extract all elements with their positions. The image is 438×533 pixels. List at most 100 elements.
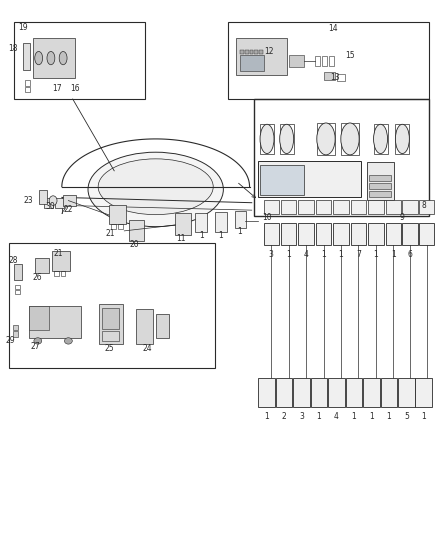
Bar xyxy=(228,22,428,99)
Bar xyxy=(258,161,361,197)
Bar xyxy=(351,223,366,245)
Bar xyxy=(35,258,49,273)
Ellipse shape xyxy=(47,52,55,64)
Bar xyxy=(52,251,70,271)
Bar xyxy=(328,378,345,407)
Bar xyxy=(175,213,191,235)
Bar xyxy=(398,378,415,407)
Text: 4: 4 xyxy=(334,413,339,422)
Text: 26: 26 xyxy=(33,273,42,281)
Bar xyxy=(215,212,227,232)
Bar xyxy=(25,80,30,86)
Bar xyxy=(280,124,293,154)
Text: 1: 1 xyxy=(321,251,326,260)
Bar xyxy=(39,190,47,204)
Text: 3: 3 xyxy=(269,251,274,260)
Ellipse shape xyxy=(64,338,72,344)
Text: 1: 1 xyxy=(264,413,269,422)
Bar xyxy=(111,224,116,229)
Ellipse shape xyxy=(35,52,42,64)
Bar xyxy=(341,123,359,155)
Bar xyxy=(369,175,391,181)
Text: 18: 18 xyxy=(8,44,17,53)
Bar xyxy=(351,199,366,214)
Text: 15: 15 xyxy=(345,52,355,60)
Ellipse shape xyxy=(49,196,57,205)
Text: 4: 4 xyxy=(304,251,308,260)
Bar xyxy=(374,124,388,154)
Bar xyxy=(298,223,314,245)
Bar xyxy=(14,264,21,280)
Text: 1: 1 xyxy=(369,413,374,422)
Bar xyxy=(381,378,397,407)
Ellipse shape xyxy=(260,124,274,154)
Bar xyxy=(369,191,391,197)
Bar xyxy=(289,55,304,67)
Text: 12: 12 xyxy=(265,47,274,55)
Bar xyxy=(293,378,310,407)
Bar xyxy=(369,183,391,189)
Bar xyxy=(322,56,327,66)
Bar xyxy=(15,285,20,289)
Bar xyxy=(44,198,53,208)
Text: 1: 1 xyxy=(317,413,321,422)
Text: 1: 1 xyxy=(391,251,396,260)
Bar xyxy=(102,332,120,341)
Text: 14: 14 xyxy=(328,24,337,33)
Bar xyxy=(386,223,401,245)
Bar xyxy=(324,72,335,80)
Text: 6: 6 xyxy=(408,251,413,260)
Text: 1: 1 xyxy=(352,413,356,422)
Ellipse shape xyxy=(59,52,67,64)
Bar xyxy=(346,378,362,407)
Bar xyxy=(15,290,20,294)
Bar xyxy=(317,123,335,155)
Bar xyxy=(29,306,81,338)
Bar xyxy=(254,99,428,216)
Ellipse shape xyxy=(88,152,223,227)
Bar xyxy=(102,308,120,329)
Bar xyxy=(250,50,254,54)
Ellipse shape xyxy=(98,159,213,215)
Bar xyxy=(419,199,434,214)
Bar xyxy=(368,223,384,245)
Text: 19: 19 xyxy=(18,23,28,32)
Bar xyxy=(237,38,287,75)
Ellipse shape xyxy=(317,123,335,155)
Bar xyxy=(13,332,18,337)
Bar xyxy=(235,211,246,228)
Bar xyxy=(109,205,127,224)
Text: 21: 21 xyxy=(53,249,63,259)
Text: 10: 10 xyxy=(262,213,272,222)
Bar xyxy=(329,56,334,66)
Bar xyxy=(136,309,152,344)
Bar xyxy=(316,199,331,214)
Bar xyxy=(403,223,418,245)
Text: 27: 27 xyxy=(31,342,40,351)
Ellipse shape xyxy=(34,338,42,344)
Bar xyxy=(195,213,207,232)
Bar xyxy=(403,199,418,214)
Text: 21: 21 xyxy=(106,229,116,238)
Text: 30: 30 xyxy=(45,203,55,212)
Bar xyxy=(54,271,59,276)
Bar xyxy=(61,271,65,276)
Bar xyxy=(13,325,18,330)
Text: 1: 1 xyxy=(219,231,223,240)
Text: 13: 13 xyxy=(330,73,339,82)
Bar xyxy=(22,43,30,70)
Bar xyxy=(315,56,320,66)
Text: 5: 5 xyxy=(404,413,409,422)
Bar xyxy=(259,50,263,54)
Text: 1: 1 xyxy=(386,413,391,422)
Ellipse shape xyxy=(396,124,410,154)
Text: 3: 3 xyxy=(299,413,304,422)
Text: 11: 11 xyxy=(177,234,186,243)
Bar xyxy=(368,199,384,214)
Bar xyxy=(33,38,75,78)
Text: 24: 24 xyxy=(142,344,152,353)
Text: 22: 22 xyxy=(64,205,73,214)
Bar xyxy=(419,223,434,245)
Text: 16: 16 xyxy=(70,84,80,93)
Bar xyxy=(55,198,64,208)
